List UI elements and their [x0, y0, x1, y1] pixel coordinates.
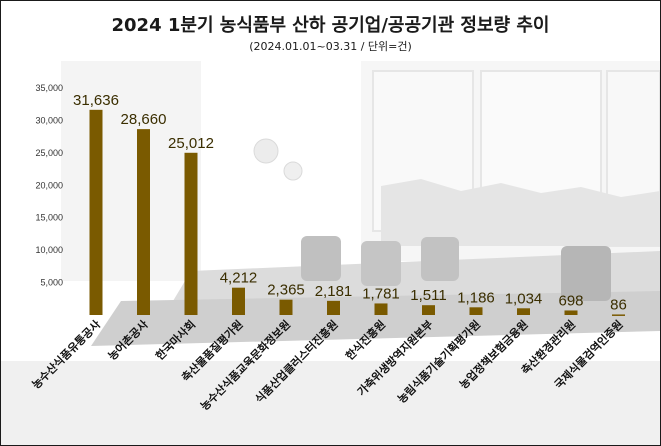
y-tick-label: 10,000: [35, 245, 63, 255]
y-tick-label: 35,000: [35, 83, 63, 93]
bar: [327, 300, 340, 315]
data-label: 28,660: [121, 111, 167, 128]
chart-subtitle: (2024.01.01~03.31 / 단위=건): [249, 40, 412, 53]
bar: [232, 287, 245, 315]
category-label: 한국마사회: [152, 317, 198, 363]
category-labels: 농수산식품유통공사 농어촌공사 한국마사회축산물품질평가원농수산식품교육문화정보원식…: [29, 317, 626, 413]
data-label: 1,186: [457, 289, 495, 306]
y-tick-label: 5,000: [40, 278, 63, 288]
data-label: 2,181: [315, 283, 353, 300]
bar: [517, 308, 530, 315]
category-label: 한식진흥원: [342, 317, 388, 363]
bar: [89, 109, 103, 316]
y-tick-label: 30,000: [35, 115, 63, 125]
bar: [184, 152, 198, 315]
y-tick-label: 25,000: [35, 148, 63, 158]
data-label: 4,212: [220, 270, 258, 287]
category-label: 농림식품기술기획평가원: [395, 317, 484, 406]
bar: [374, 303, 388, 315]
category-label: 식품산업클러스터진흥원: [252, 317, 341, 406]
data-label: 86: [610, 296, 627, 313]
data-label: 1,034: [505, 290, 543, 307]
bar: [564, 310, 578, 315]
bars: [89, 109, 625, 316]
y-axis: 5,000 10,000 15,000 20,000 25,000 30,000 35,00…: [35, 83, 63, 288]
bar: [469, 307, 483, 315]
data-label: 1,511: [410, 287, 446, 304]
bar: [137, 129, 150, 315]
data-label: 1,781: [362, 285, 400, 302]
category-label: 농어촌공사: [105, 317, 151, 363]
data-label: 698: [558, 292, 583, 309]
category-label: 농수산식품교육문화정보원: [197, 317, 293, 413]
chart-title: 2024 1분기 농식품부 산하 공기업/공공기관 정보량 추이: [111, 15, 550, 36]
y-tick-label: 20,000: [35, 180, 63, 190]
bar: [279, 299, 293, 315]
data-label: 2,365: [267, 282, 305, 299]
data-label: 31,636: [73, 92, 119, 109]
y-tick-label: 15,000: [35, 213, 63, 223]
data-label: 25,012: [168, 135, 214, 152]
category-label: 농수산식품유통공사: [29, 317, 104, 392]
bar: [422, 305, 435, 315]
bar: [612, 314, 625, 316]
